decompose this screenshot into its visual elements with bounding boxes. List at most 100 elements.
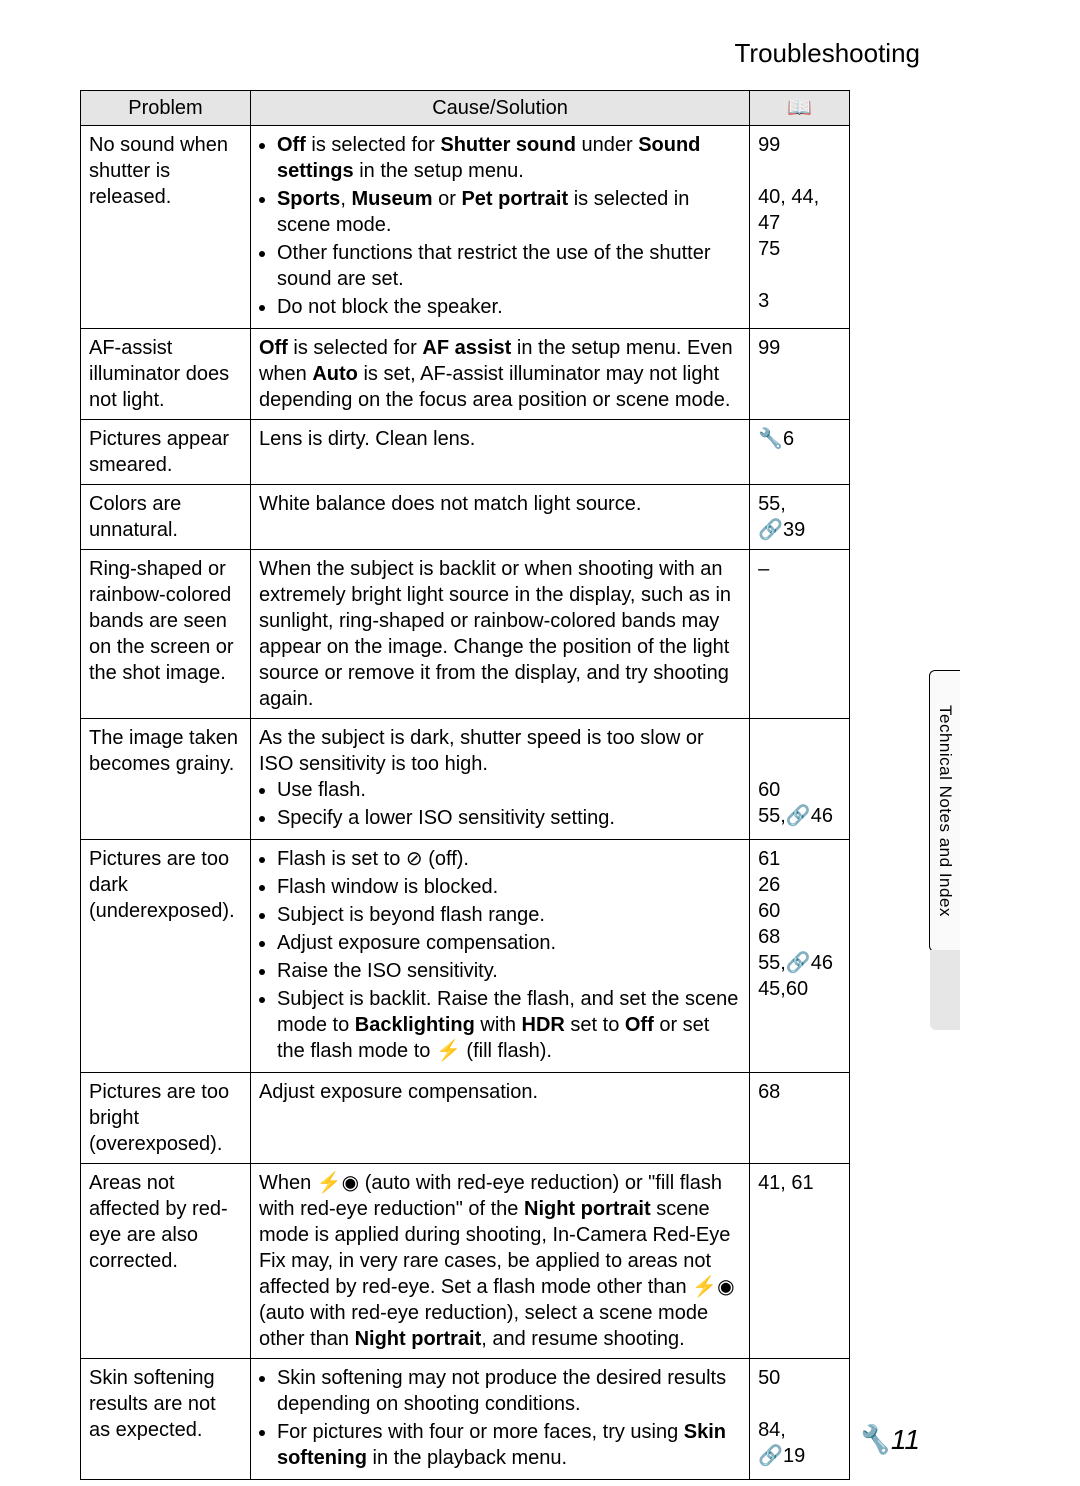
problem-cell: Pictures are too dark (underexposed).	[81, 840, 251, 1073]
ref-line: 🔧6	[758, 426, 841, 452]
cause-cell: When ⚡◉ (auto with red-eye reduction) or…	[250, 1164, 749, 1359]
problem-cell: Areas not affected by red-eye are also c…	[81, 1164, 251, 1359]
list-item: For pictures with four or more faces, tr…	[277, 1419, 741, 1471]
table-row: The image taken becomes grainy.As the su…	[81, 719, 850, 840]
ref-line: 60	[758, 898, 841, 924]
problem-cell: The image taken becomes grainy.	[81, 719, 251, 840]
ref-line: 75	[758, 236, 841, 262]
ref-cell: 99	[750, 329, 850, 420]
list-item: Skin softening may not produce the desir…	[277, 1365, 741, 1417]
ref-line: 99	[758, 132, 841, 158]
page-number-text: 11	[891, 1424, 920, 1455]
list-item: Flash window is blocked.	[277, 874, 741, 900]
cause-cell: White balance does not match light sourc…	[250, 485, 749, 550]
ref-cell: 6055,🔗46	[750, 719, 850, 840]
list-item: Sports, Museum or Pet portrait is select…	[277, 186, 741, 238]
ref-line: 60	[758, 777, 841, 803]
header-problem: Problem	[81, 91, 251, 126]
table-row: AF-assist illuminator does not light.Off…	[81, 329, 850, 420]
cause-cell: Flash is set to ⊘ (off).Flash window is …	[250, 840, 749, 1073]
wrench-icon: 🔧	[856, 1423, 891, 1456]
cause-cell: When the subject is backlit or when shoo…	[250, 550, 749, 719]
list-item: Other functions that restrict the use of…	[277, 240, 741, 292]
table-row: Pictures are too dark (underexposed).Fla…	[81, 840, 850, 1073]
cause-cell: Off is selected for AF assist in the set…	[250, 329, 749, 420]
ref-line: 55,	[758, 491, 841, 517]
ref-line: 61	[758, 846, 841, 872]
ref-cell: 41, 61	[750, 1164, 850, 1359]
ref-line	[758, 725, 841, 751]
ref-line: 55,🔗46	[758, 950, 841, 976]
table-row: Areas not affected by red-eye are also c…	[81, 1164, 850, 1359]
ref-line	[758, 262, 841, 288]
list-item: Raise the ISO sensitivity.	[277, 958, 741, 984]
ref-line: 55,🔗46	[758, 803, 841, 829]
table-row: Colors are unnatural.White balance does …	[81, 485, 850, 550]
table-row: No sound when shutter is released. Off is…	[81, 126, 850, 329]
ref-line	[758, 751, 841, 777]
link-icon: 🔗	[758, 1443, 783, 1469]
ref-line: 26	[758, 872, 841, 898]
list-item: Subject is backlit. Raise the flash, and…	[277, 986, 741, 1064]
problem-cell: Pictures are too bright (overexposed).	[81, 1073, 251, 1164]
ref-line: 68	[758, 924, 841, 950]
problem-cell: No sound when shutter is released.	[81, 126, 251, 329]
list-item: Adjust exposure compensation.	[277, 930, 741, 956]
wrench-icon: 🔧	[758, 426, 783, 452]
flash_redeye-icon: ⚡◉	[692, 1274, 734, 1300]
cause-cell: Skin softening may not produce the desir…	[250, 1359, 749, 1480]
ref-cell: 68	[750, 1073, 850, 1164]
ref-cell: 🔧6	[750, 420, 850, 485]
problem-cell: Pictures appear smeared.	[81, 420, 251, 485]
ref-line: 41, 61	[758, 1170, 841, 1196]
list-item: Off is selected for Shutter sound under …	[277, 132, 741, 184]
list-item: Subject is beyond flash range.	[277, 902, 741, 928]
cause-cell: Lens is dirty. Clean lens.	[250, 420, 749, 485]
page-number: 🔧11	[856, 1423, 920, 1456]
ref-cell: 50 84,🔗19	[750, 1359, 850, 1480]
header-cause: Cause/Solution	[250, 91, 749, 126]
link-icon: 🔗	[758, 517, 783, 543]
table-row: Pictures appear smeared.Lens is dirty. C…	[81, 420, 850, 485]
side-tab: Technical Notes and Index	[929, 670, 960, 952]
section-title: Troubleshooting	[735, 38, 921, 69]
problem-cell: Ring-shaped or rainbow-colored bands are…	[81, 550, 251, 719]
ref-line: 99	[758, 335, 841, 361]
ref-line: 84,	[758, 1417, 841, 1443]
table-row: Skin softening results are not as expect…	[81, 1359, 850, 1480]
table-row: Pictures are too bright (overexposed).Ad…	[81, 1073, 850, 1164]
table-row: Ring-shaped or rainbow-colored bands are…	[81, 550, 850, 719]
fill_flash-icon: ⚡	[436, 1038, 461, 1064]
ref-line: 50	[758, 1365, 841, 1391]
ref-cell: –	[750, 550, 850, 719]
problem-cell: AF-assist illuminator does not light.	[81, 329, 251, 420]
ref-line	[758, 1391, 841, 1417]
ref-line: 68	[758, 1079, 841, 1105]
link-icon: 🔗	[786, 803, 811, 829]
ref-line: 3	[758, 288, 841, 314]
list-item: Specify a lower ISO sensitivity setting.	[277, 805, 741, 831]
cause-cell: As the subject is dark, shutter speed is…	[250, 719, 749, 840]
side-tab-label: Technical Notes and Index	[935, 705, 955, 917]
ref-line	[758, 158, 841, 184]
ref-line: –	[758, 556, 841, 582]
ref-line: 40, 44, 47	[758, 184, 841, 236]
list-item: Use flash.	[277, 777, 741, 803]
cause-cell: Adjust exposure compensation.	[250, 1073, 749, 1164]
cause-cell: Off is selected for Shutter sound under …	[250, 126, 749, 329]
ref-cell: 6126606855,🔗4645,60	[750, 840, 850, 1073]
ref-cell: 99 40, 44, 4775 3	[750, 126, 850, 329]
flash_redeye-icon: ⚡◉	[317, 1170, 359, 1196]
header-ref-icon: 📖	[750, 91, 850, 126]
problem-cell: Colors are unnatural.	[81, 485, 251, 550]
list-item: Do not block the speaker.	[277, 294, 741, 320]
list-item: Flash is set to ⊘ (off).	[277, 846, 741, 872]
troubleshooting-table: Problem Cause/Solution 📖 No sound when s…	[80, 90, 850, 1480]
side-tab-fade	[930, 950, 960, 1030]
ref-line: 45,60	[758, 976, 841, 1002]
ref-cell: 55,🔗39	[750, 485, 850, 550]
problem-cell: Skin softening results are not as expect…	[81, 1359, 251, 1480]
ref-line: 🔗19	[758, 1443, 841, 1469]
flash_off-icon: ⊘	[406, 846, 423, 872]
link-icon: 🔗	[786, 950, 811, 976]
